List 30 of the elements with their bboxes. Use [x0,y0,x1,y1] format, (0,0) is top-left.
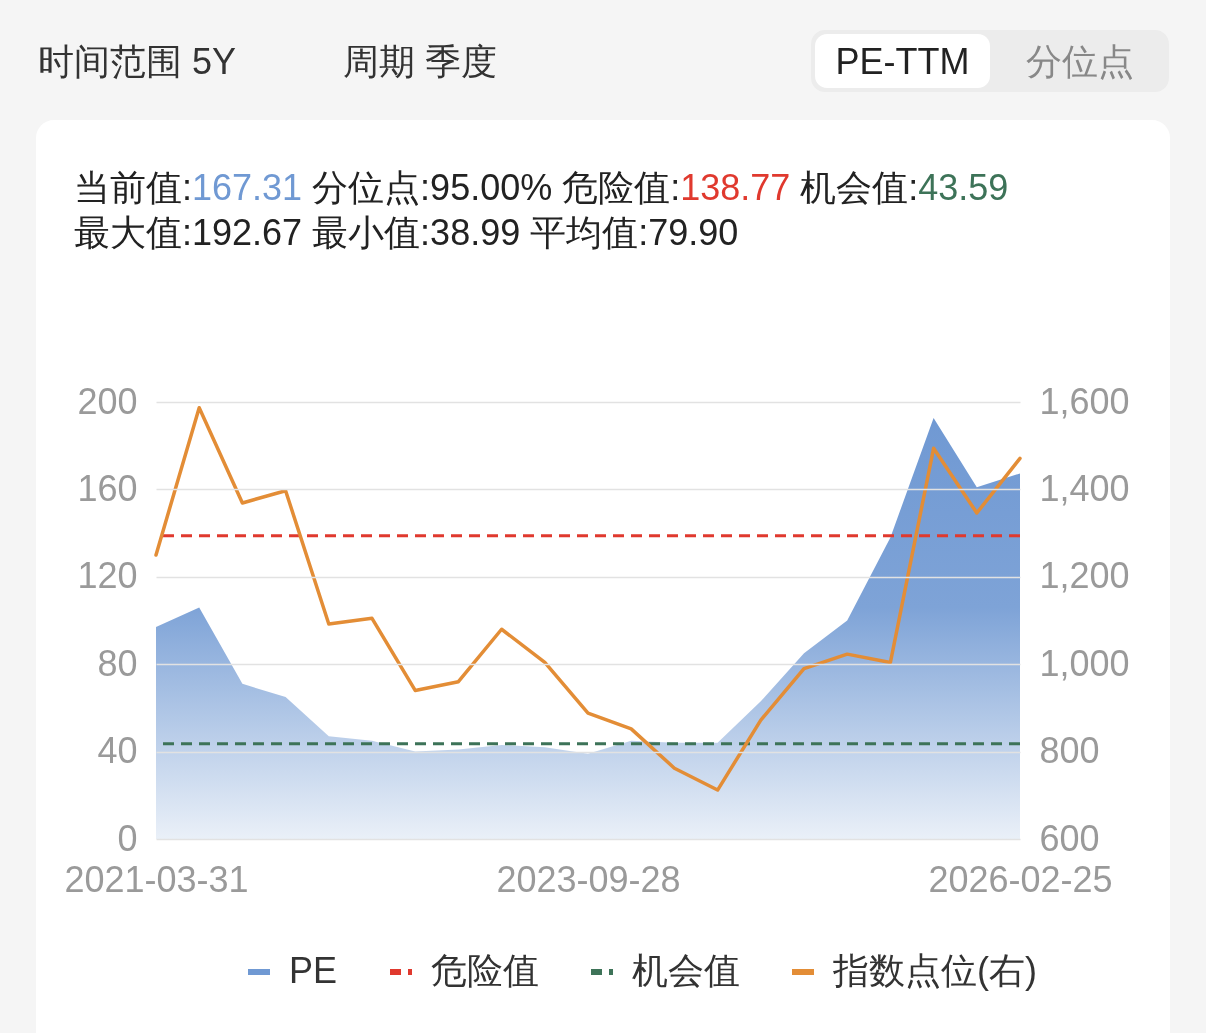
x-tick-label: 2021-03-31 [64,858,249,900]
legend-label: PE [289,950,338,991]
legend-label: 指数点位(右) [832,950,1037,991]
y2-tick-label: 1,600 [1039,380,1130,422]
text: 机会值:43.59 [800,167,1009,208]
y-tick-label: 160 [77,467,138,509]
y-tick-label: 200 [77,380,138,422]
text: PE-TTM [835,41,970,82]
text: 平均值:79.90 [530,212,739,253]
text: 最大值:192.67 [74,212,303,253]
y2-tick-label: 1,400 [1039,467,1130,509]
y2-tick-label: 1,000 [1039,642,1130,684]
y-tick-label: 40 [97,730,138,772]
text: 分位点:95.00% [312,167,553,208]
text: 当前值:167.31 [74,167,303,208]
text: 时间范围 5Y [38,41,237,82]
text: 周期 季度 [343,41,498,82]
y-tick-label: 0 [117,817,138,859]
y-tick-label: 120 [77,555,138,597]
legend-label: 机会值 [632,950,740,991]
y-tick-label: 80 [97,642,138,684]
text: 最小值:38.99 [312,212,521,253]
y2-tick-label: 800 [1039,730,1100,772]
legend-label: 危险值 [431,950,539,991]
x-tick-label: 2023-09-28 [496,858,681,900]
y2-tick-label: 1,200 [1039,555,1130,597]
text: 危险值:138.77 [562,167,791,208]
text: 分位点 [1025,41,1134,82]
x-tick-label: 2026-02-25 [928,858,1113,900]
y2-tick-label: 600 [1039,817,1100,859]
